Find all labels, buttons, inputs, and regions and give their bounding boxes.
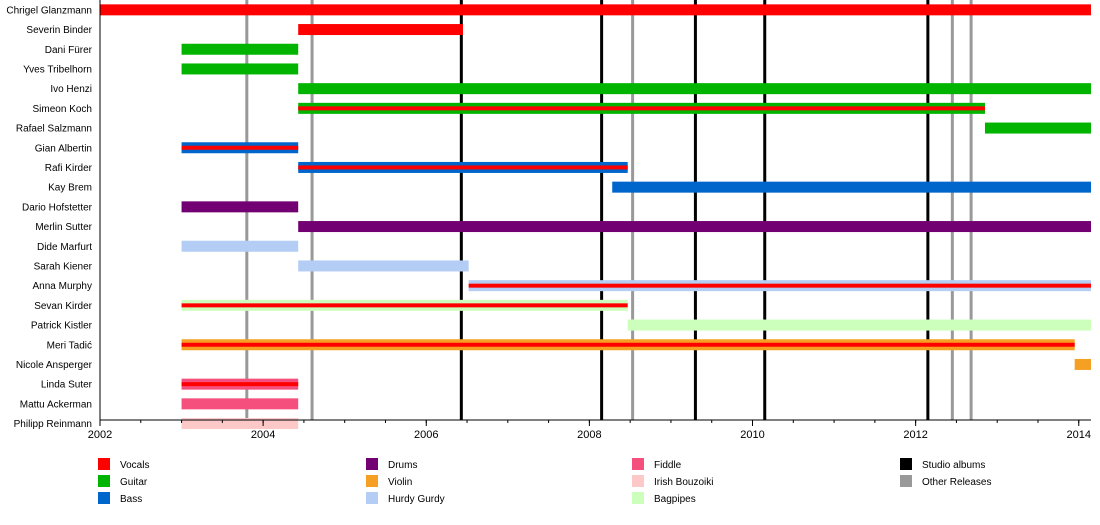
- member-bar: [612, 181, 1091, 193]
- member-bar-secondary-role: [181, 145, 299, 150]
- legend-label: Guitar: [120, 477, 148, 488]
- member-labels: Chrigel Glanzmann Severin Binder Dani Füre…: [6, 5, 92, 430]
- member-bar: [181, 63, 299, 75]
- member-bar: [298, 83, 1091, 95]
- member-bar: [181, 398, 299, 410]
- x-tick-label: 2012: [903, 429, 927, 441]
- studio-album-line: [600, 0, 604, 420]
- legend-label: Other Releases: [922, 477, 991, 488]
- member-bar: [181, 418, 299, 430]
- other-release-line: [631, 0, 635, 420]
- other-release-line: [310, 0, 314, 420]
- legend-label: Bass: [120, 494, 142, 505]
- member-label: Rafi Kirder: [45, 163, 93, 174]
- legend-label: Studio albums: [922, 460, 985, 471]
- legend-label: Fiddle: [654, 460, 682, 471]
- x-axis: 2002 2004 2006 2008 2010 2012 2014: [88, 0, 1091, 441]
- x-tick-label: 2008: [577, 429, 601, 441]
- member-label: Meri Tadić: [47, 340, 92, 351]
- member-label: Sarah Kiener: [34, 261, 93, 272]
- legend-swatch: [632, 492, 644, 504]
- x-tick-label: 2004: [251, 429, 275, 441]
- member-bar: [181, 201, 299, 213]
- member-label: Patrick Kistler: [31, 321, 93, 332]
- member-bar-secondary-role: [468, 283, 1091, 288]
- legend-swatch: [98, 458, 110, 470]
- member-label: Gian Albertin: [35, 143, 92, 154]
- x-tick-label: 2010: [740, 429, 764, 441]
- member-label: Dario Hofstetter: [22, 202, 93, 213]
- member-bar-secondary-role: [181, 303, 628, 308]
- member-label: Dide Marfurt: [37, 242, 92, 253]
- legend-swatch: [366, 458, 378, 470]
- member-bar-secondary-role: [181, 382, 299, 387]
- member-label: Sevan Kirder: [34, 301, 92, 312]
- x-tick-label: 2006: [414, 429, 438, 441]
- other-release-line: [950, 0, 954, 420]
- member-bar: [181, 240, 299, 252]
- member-label: Simeon Koch: [33, 104, 92, 115]
- x-tick-label: 2002: [88, 429, 112, 441]
- legend-swatch: [98, 492, 110, 504]
- member-bar: [298, 260, 469, 272]
- studio-album-line: [926, 0, 930, 420]
- member-label: Dani Fürer: [45, 45, 93, 56]
- legend-swatch: [98, 475, 110, 487]
- member-bar: [100, 4, 1091, 16]
- member-label: Philipp Reinmann: [14, 419, 92, 430]
- legend-label: Vocals: [120, 460, 149, 471]
- member-bar: [984, 122, 1091, 134]
- member-label: Yves Tribelhorn: [23, 64, 92, 75]
- legend-swatch: [366, 475, 378, 487]
- member-bar: [627, 319, 1091, 331]
- legend-label: Violin: [388, 477, 412, 488]
- member-label: Anna Murphy: [33, 281, 92, 292]
- member-bar-secondary-role: [298, 106, 985, 111]
- studio-album-line: [693, 0, 697, 420]
- member-bar-secondary-role: [298, 165, 628, 170]
- release-lines: [245, 0, 973, 420]
- member-label: Mattu Ackerman: [20, 399, 92, 410]
- studio-album-line: [763, 0, 767, 420]
- member-bar: [298, 221, 1091, 233]
- legend: Vocals Guitar Bass Drums Violin Hurdy Gurdy Fi…: [98, 458, 991, 505]
- legend-swatch: [366, 492, 378, 504]
- member-label: Severin Binder: [26, 25, 92, 36]
- member-bars: [100, 4, 1091, 430]
- legend-swatch: [632, 458, 644, 470]
- member-label: Kay Brem: [48, 183, 92, 194]
- legend-label: Drums: [388, 460, 417, 471]
- member-label: Chrigel Glanzmann: [6, 5, 92, 16]
- legend-swatch: [632, 475, 644, 487]
- member-bar-secondary-role: [181, 342, 1075, 347]
- studio-album-line: [459, 0, 463, 420]
- member-label: Merlin Sutter: [35, 222, 92, 233]
- legend-label: Hurdy Gurdy: [388, 494, 445, 505]
- legend-label: Irish Bouzoiki: [654, 477, 713, 488]
- member-bar: [298, 24, 463, 36]
- member-bar: [181, 43, 299, 55]
- member-label: Linda Suter: [41, 380, 93, 391]
- legend-label: Bagpipes: [654, 494, 696, 505]
- legend-swatch: [900, 475, 912, 487]
- legend-swatch: [900, 458, 912, 470]
- other-release-line: [969, 0, 973, 420]
- x-tick-label: 2014: [1067, 429, 1091, 441]
- member-bar: [1074, 358, 1091, 370]
- member-label: Rafael Salzmann: [16, 124, 92, 135]
- member-label: Ivo Henzi: [50, 84, 92, 95]
- member-label: Nicole Ansperger: [16, 360, 93, 371]
